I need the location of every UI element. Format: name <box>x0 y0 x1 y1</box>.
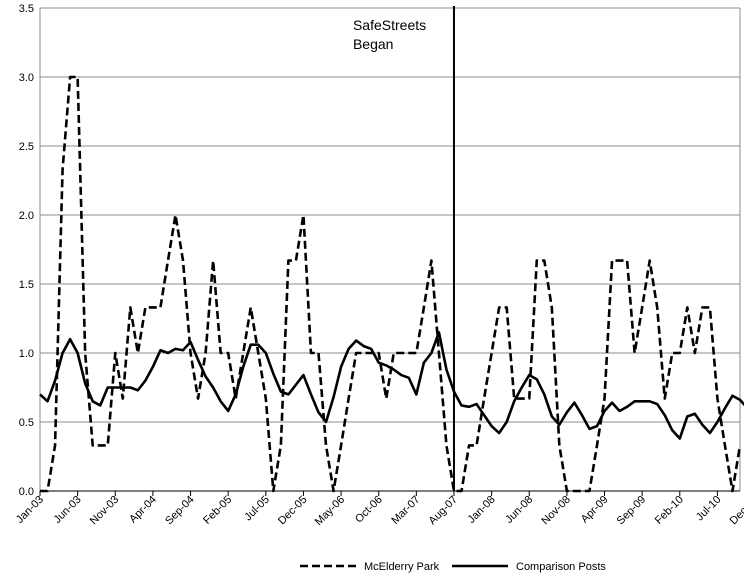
series-line-comparison-posts <box>39 330 744 440</box>
y-tick-label-2: 1.0 <box>19 348 34 360</box>
y-tick-label-0: 0.0 <box>19 486 34 498</box>
y-tick-label-1: 0.5 <box>19 417 34 429</box>
annotation-text-line-2: Began <box>353 36 393 52</box>
y-tick-label-7: 3.5 <box>19 3 34 15</box>
y-tick-label-3: 1.5 <box>19 279 34 291</box>
gridlines <box>40 7 740 492</box>
y-tick-label-5: 2.5 <box>19 141 34 153</box>
legend-label-comparison-posts: Comparison Posts <box>516 561 606 573</box>
legend: McElderry Park Comparison Posts <box>300 561 606 573</box>
series-lines <box>39 75 744 493</box>
annotation-group: SafeStreets Began <box>353 6 455 491</box>
y-tick-label-6: 3.0 <box>19 72 34 84</box>
axes <box>39 8 741 496</box>
y-tick-label-4: 2.0 <box>19 210 34 222</box>
legend-label-mcelderry-park: McElderry Park <box>364 561 440 573</box>
series-line-mcelderry-park <box>40 75 742 493</box>
y-tick-labels: 0.0 0.5 1.0 1.5 2.0 2.5 3.0 3.5 <box>19 3 34 498</box>
annotation-text-line-1: SafeStreets <box>353 17 426 33</box>
